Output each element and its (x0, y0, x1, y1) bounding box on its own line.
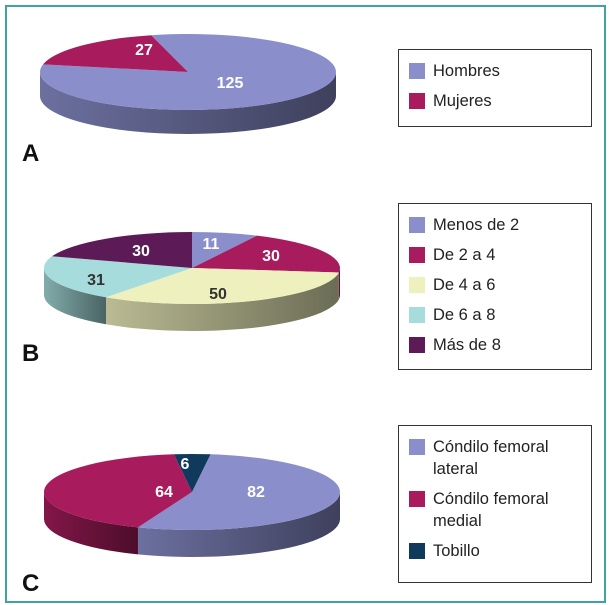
legend-entry: Más de 8 (409, 334, 583, 356)
legend-label: De 4 a 6 (433, 276, 496, 294)
pie-slice-side (137, 492, 340, 558)
legend-swatch (409, 439, 425, 455)
legend-swatch (409, 543, 425, 559)
legend-b: Menos de 2 De 2 a 4 De 4 a 6 De 6 a 8 Más de… (398, 203, 592, 370)
legend-swatch (409, 63, 425, 79)
legend-entry: Mujeres (409, 90, 583, 112)
pie-value-label: 6 (181, 456, 190, 473)
legend-swatch (409, 491, 425, 507)
legend-swatch (409, 93, 425, 109)
pie-slice-side (44, 492, 138, 555)
pie-slice-side (43, 268, 106, 325)
legend-a: Hombres Mujeres (398, 49, 592, 127)
pie-value-label: 27 (135, 42, 153, 59)
legend-entry: Cóndilo femoral lateral (409, 436, 583, 480)
pie-value-label: 11 (203, 236, 220, 253)
pie-slice (192, 235, 340, 273)
pie-slice-side (40, 72, 336, 134)
pie-value-label: 30 (132, 243, 150, 260)
legend-swatch (409, 247, 425, 263)
legend-label: Menos de 2 (433, 216, 520, 234)
legend-label: De 2 a 4 (433, 246, 496, 264)
pie-slice (137, 454, 340, 530)
pie-value-label: 125 (217, 75, 244, 92)
legend-entry: De 2 a 4 (409, 244, 583, 266)
pie-value-label: 30 (262, 248, 280, 265)
legend-label: Hombres (433, 62, 500, 80)
pie-slice (192, 232, 257, 268)
legend-entry: Menos de 2 (409, 214, 583, 236)
legend-entry: Cóndilo femoral medial (409, 488, 583, 532)
legend-swatch (409, 277, 425, 293)
legend-entry: Tobillo (409, 540, 583, 562)
pie-slice (52, 232, 192, 268)
pie-slice (43, 35, 188, 72)
pie-slice (106, 268, 339, 305)
legend-label: Cóndilo femoral medial (433, 490, 549, 530)
pie-slice (39, 33, 336, 110)
legend-swatch (409, 307, 425, 323)
legend-c: Cóndilo femoral lateral Cóndilo femoral m… (398, 425, 592, 583)
legend-label: De 6 a 8 (433, 306, 496, 324)
pie-slice (173, 453, 211, 492)
pie-value-label: 31 (87, 272, 105, 289)
legend-swatch (409, 337, 425, 353)
legend-entry: De 4 a 6 (409, 274, 583, 296)
legend-label: Cóndilo femoral lateral (433, 438, 549, 478)
pie-slice-side (106, 272, 339, 332)
pie-slice (43, 454, 192, 528)
pie-value-label: 50 (209, 286, 227, 303)
pie-slice-side (338, 268, 340, 300)
legend-label: Mujeres (433, 92, 492, 110)
legend-swatch (409, 217, 425, 233)
panel-letter-c: C (22, 570, 40, 597)
legend-label: Tobillo (433, 542, 480, 560)
pie-value-label: 82 (247, 484, 265, 501)
legend-entry: Hombres (409, 60, 583, 82)
pie-slice (43, 256, 192, 298)
legend-label: Más de 8 (433, 336, 501, 354)
legend-entry: De 6 a 8 (409, 304, 583, 326)
panel-letter-b: B (22, 340, 40, 367)
pie-value-label: 64 (155, 484, 173, 501)
panel-letter-a: A (22, 140, 40, 167)
